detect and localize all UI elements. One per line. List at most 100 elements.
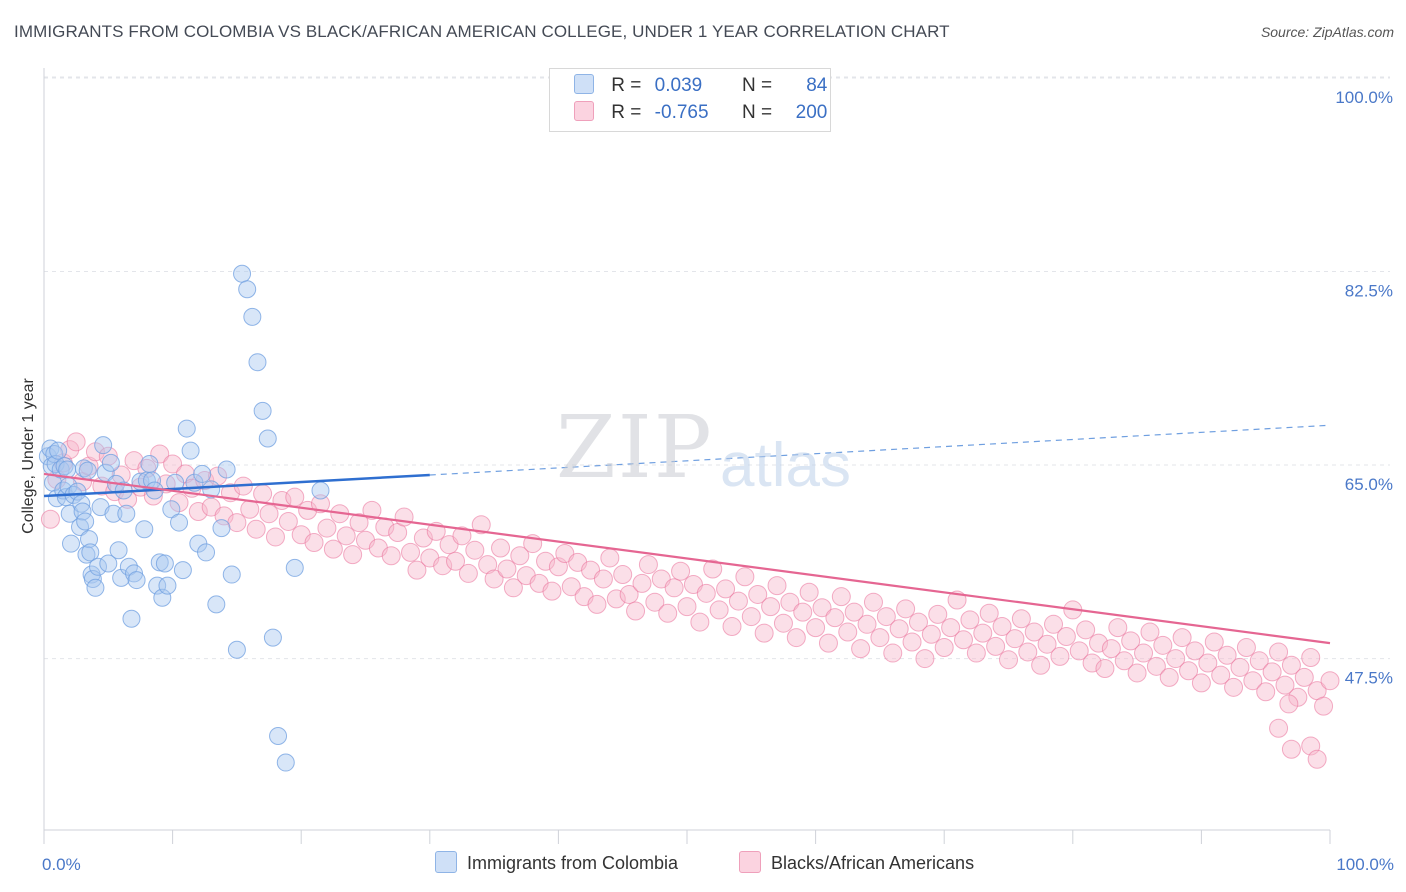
data-point-black [1127, 663, 1147, 683]
data-point-black [619, 584, 639, 604]
data-point-black [323, 539, 343, 559]
data-point-black [1024, 622, 1044, 642]
data-point-black [317, 518, 337, 538]
data-point-black [1166, 649, 1186, 669]
data-point-black [953, 630, 973, 650]
data-point-black [1095, 659, 1115, 679]
trend-line-black [43, 472, 1331, 645]
data-point-black [915, 649, 935, 669]
data-point-black [240, 499, 260, 519]
data-point-black [1236, 638, 1256, 658]
data-point-colombia [94, 436, 113, 455]
chart-title: IMMIGRANTS FROM COLOMBIA VS BLACK/AFRICA… [14, 22, 950, 41]
data-point-black [265, 527, 285, 547]
data-point-black [908, 612, 928, 632]
y-tick-label: 100.0% [1335, 88, 1393, 107]
data-point-black [1082, 653, 1102, 673]
data-point-black [1089, 633, 1109, 653]
data-point-black [452, 526, 472, 546]
data-point-black [690, 612, 710, 632]
data-point-colombia [148, 576, 167, 595]
data-point-black [754, 623, 774, 643]
data-point-black [1114, 651, 1134, 671]
data-point-colombia [227, 640, 246, 659]
data-point-black [825, 608, 845, 628]
data-point-black [407, 560, 427, 580]
data-point-black [671, 561, 691, 581]
data-point-colombia [86, 578, 105, 597]
data-point-black [1108, 618, 1128, 638]
data-point-black [593, 569, 613, 589]
data-point-colombia [202, 480, 221, 499]
data-point-black [1243, 671, 1263, 691]
data-point-black [748, 584, 768, 604]
data-point-black [471, 515, 491, 535]
data-point-black [844, 602, 864, 622]
y-axis-label: College, Under 1 year [20, 378, 37, 534]
data-point-black [1031, 655, 1051, 675]
data-point-colombia [78, 461, 97, 480]
data-point-black [1191, 673, 1211, 693]
data-point-black [812, 598, 832, 618]
data-point-black [773, 613, 793, 633]
data-point-black [285, 487, 305, 507]
series-blacks-african-americans [40, 432, 1340, 769]
data-point-colombia [55, 457, 74, 476]
legend-n-value: 84 [806, 75, 828, 96]
data-point-black [876, 607, 896, 627]
y-tick-label: 82.5% [1345, 282, 1393, 301]
data-point-colombia [269, 727, 288, 745]
data-point-colombia [158, 576, 177, 595]
data-point-black [561, 577, 581, 597]
data-point-black [1179, 661, 1199, 681]
legend-n-value: 200 [795, 102, 828, 123]
data-point-black [1314, 696, 1334, 716]
data-point-black [986, 636, 1006, 656]
data-point-colombia [117, 504, 136, 523]
data-point-black [1198, 653, 1218, 673]
legend-r-label: R = [611, 102, 642, 123]
data-point-colombia [222, 565, 241, 584]
data-point-colombia [72, 494, 91, 513]
data-point-black [1140, 622, 1160, 642]
data-point-black [722, 617, 742, 637]
x-tick-label-right: 100.0% [1336, 855, 1394, 874]
data-point-black [889, 619, 909, 639]
data-point-black [741, 607, 761, 627]
data-point-black [1146, 656, 1166, 676]
data-point-black [1281, 655, 1301, 675]
y-tick-label: 47.5% [1345, 669, 1393, 688]
data-point-black [1211, 665, 1231, 685]
trend-line-colombia-extension [429, 424, 1331, 476]
data-point-colombia [76, 512, 95, 531]
data-point-black [304, 532, 324, 552]
data-point-black [484, 569, 504, 589]
data-point-black [497, 559, 517, 579]
data-point-colombia [173, 561, 192, 580]
data-point-black [343, 545, 363, 565]
data-point-black [793, 602, 813, 622]
data-point-black [626, 601, 646, 621]
data-point-black [896, 599, 916, 619]
data-point-black [863, 592, 883, 612]
data-point-black [613, 565, 633, 585]
tick-labels: 47.5% 65.0% 82.5% 100.0% 0.0% 100.0% [42, 88, 1394, 874]
data-point-black [66, 432, 86, 452]
data-point-black [664, 578, 684, 598]
data-point-colombia [276, 753, 295, 772]
data-point-black [851, 639, 871, 659]
data-point-colombia [80, 530, 99, 549]
data-point-black [542, 581, 562, 601]
bottom-legend-swatch-colombia [435, 851, 457, 873]
data-point-colombia [217, 460, 236, 479]
data-point-black [1069, 641, 1089, 661]
trend-line-colombia [43, 473, 430, 498]
data-point-colombia [243, 307, 262, 326]
watermark-zip: ZIP [556, 398, 714, 498]
data-point-colombia [253, 401, 272, 420]
data-point-black [1185, 641, 1205, 661]
data-point-black [818, 633, 838, 653]
data-point-black [536, 551, 556, 571]
data-point-colombia [109, 541, 128, 560]
data-point-black [587, 594, 607, 614]
